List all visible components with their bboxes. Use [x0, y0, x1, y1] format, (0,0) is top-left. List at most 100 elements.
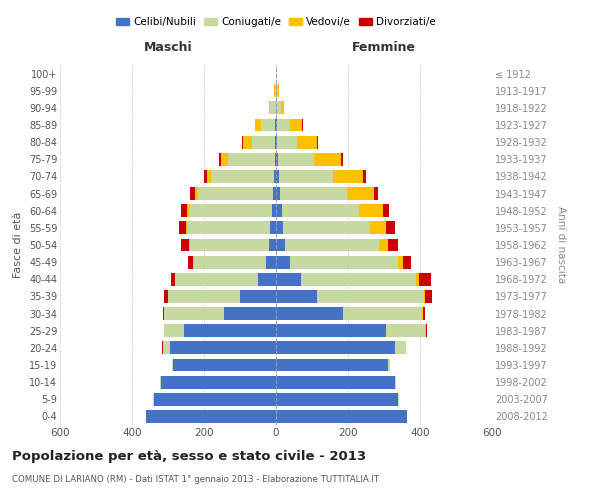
Bar: [261, 118, 275, 132]
Bar: [274, 170, 276, 183]
Bar: [426, 324, 427, 337]
Bar: [168, 290, 240, 303]
Bar: [203, 170, 206, 183]
Bar: [283, 222, 370, 234]
Bar: [383, 204, 389, 217]
Bar: [269, 238, 276, 252]
Bar: [179, 222, 185, 234]
Bar: [154, 393, 276, 406]
Bar: [425, 290, 432, 303]
Bar: [276, 222, 283, 234]
Bar: [187, 204, 189, 217]
Bar: [256, 118, 261, 132]
Bar: [194, 187, 197, 200]
Bar: [242, 136, 251, 148]
Bar: [422, 307, 425, 320]
Bar: [163, 307, 164, 320]
Bar: [173, 358, 276, 372]
Bar: [273, 187, 276, 200]
Bar: [276, 273, 301, 285]
Bar: [172, 358, 173, 372]
Bar: [266, 256, 276, 268]
Bar: [194, 256, 266, 268]
Text: COMUNE DI LARIANO (RM) - Dati ISTAT 1° gennaio 2013 - Elaborazione TUTTITALIA.IT: COMUNE DI LARIANO (RM) - Dati ISTAT 1° g…: [12, 475, 379, 484]
Text: Maschi: Maschi: [143, 41, 193, 54]
Bar: [276, 376, 395, 388]
Bar: [181, 204, 187, 217]
Bar: [163, 342, 170, 354]
Y-axis label: Fasce di età: Fasce di età: [13, 212, 23, 278]
Bar: [333, 170, 364, 183]
Bar: [419, 273, 431, 285]
Bar: [276, 393, 398, 406]
Bar: [347, 187, 374, 200]
Bar: [272, 204, 276, 217]
Bar: [185, 222, 187, 234]
Bar: [314, 153, 341, 166]
Bar: [276, 118, 277, 132]
Bar: [197, 187, 273, 200]
Bar: [275, 118, 276, 132]
Bar: [160, 376, 161, 388]
Bar: [297, 136, 317, 148]
Bar: [276, 342, 395, 354]
Bar: [240, 290, 276, 303]
Bar: [211, 170, 274, 183]
Bar: [416, 273, 419, 285]
Bar: [276, 238, 286, 252]
Bar: [379, 238, 388, 252]
Bar: [224, 307, 276, 320]
Bar: [269, 102, 270, 114]
Bar: [278, 153, 314, 166]
Bar: [370, 222, 386, 234]
Bar: [270, 102, 275, 114]
Bar: [281, 102, 284, 114]
Bar: [388, 358, 391, 372]
Bar: [359, 204, 383, 217]
Bar: [279, 170, 333, 183]
Bar: [277, 118, 290, 132]
Bar: [175, 273, 258, 285]
Bar: [277, 136, 297, 148]
Bar: [228, 153, 275, 166]
Bar: [188, 238, 190, 252]
Bar: [386, 324, 425, 337]
Bar: [282, 204, 359, 217]
Bar: [276, 290, 317, 303]
Bar: [164, 290, 167, 303]
Bar: [317, 290, 424, 303]
Bar: [193, 256, 194, 268]
Bar: [290, 256, 398, 268]
Bar: [364, 170, 367, 183]
Bar: [188, 256, 193, 268]
Bar: [276, 307, 343, 320]
Bar: [395, 342, 406, 354]
Bar: [277, 84, 278, 97]
Bar: [374, 187, 378, 200]
Bar: [276, 187, 280, 200]
Bar: [206, 170, 211, 183]
Bar: [276, 204, 282, 217]
Bar: [146, 410, 276, 423]
Bar: [403, 256, 410, 268]
Bar: [277, 102, 281, 114]
Bar: [280, 187, 347, 200]
Bar: [164, 307, 224, 320]
Bar: [276, 170, 279, 183]
Legend: Celibi/Nubili, Coniugati/e, Vedovi/e, Divorziati/e: Celibi/Nubili, Coniugati/e, Vedovi/e, Di…: [112, 12, 440, 31]
Bar: [251, 136, 275, 148]
Bar: [258, 273, 276, 285]
Bar: [170, 342, 276, 354]
Bar: [276, 410, 407, 423]
Bar: [276, 358, 388, 372]
Bar: [221, 153, 228, 166]
Bar: [424, 290, 425, 303]
Text: Popolazione per età, sesso e stato civile - 2013: Popolazione per età, sesso e stato civil…: [12, 450, 366, 463]
Bar: [341, 153, 343, 166]
Bar: [286, 238, 379, 252]
Bar: [270, 222, 276, 234]
Bar: [190, 238, 269, 252]
Bar: [220, 153, 221, 166]
Bar: [189, 204, 272, 217]
Bar: [398, 256, 403, 268]
